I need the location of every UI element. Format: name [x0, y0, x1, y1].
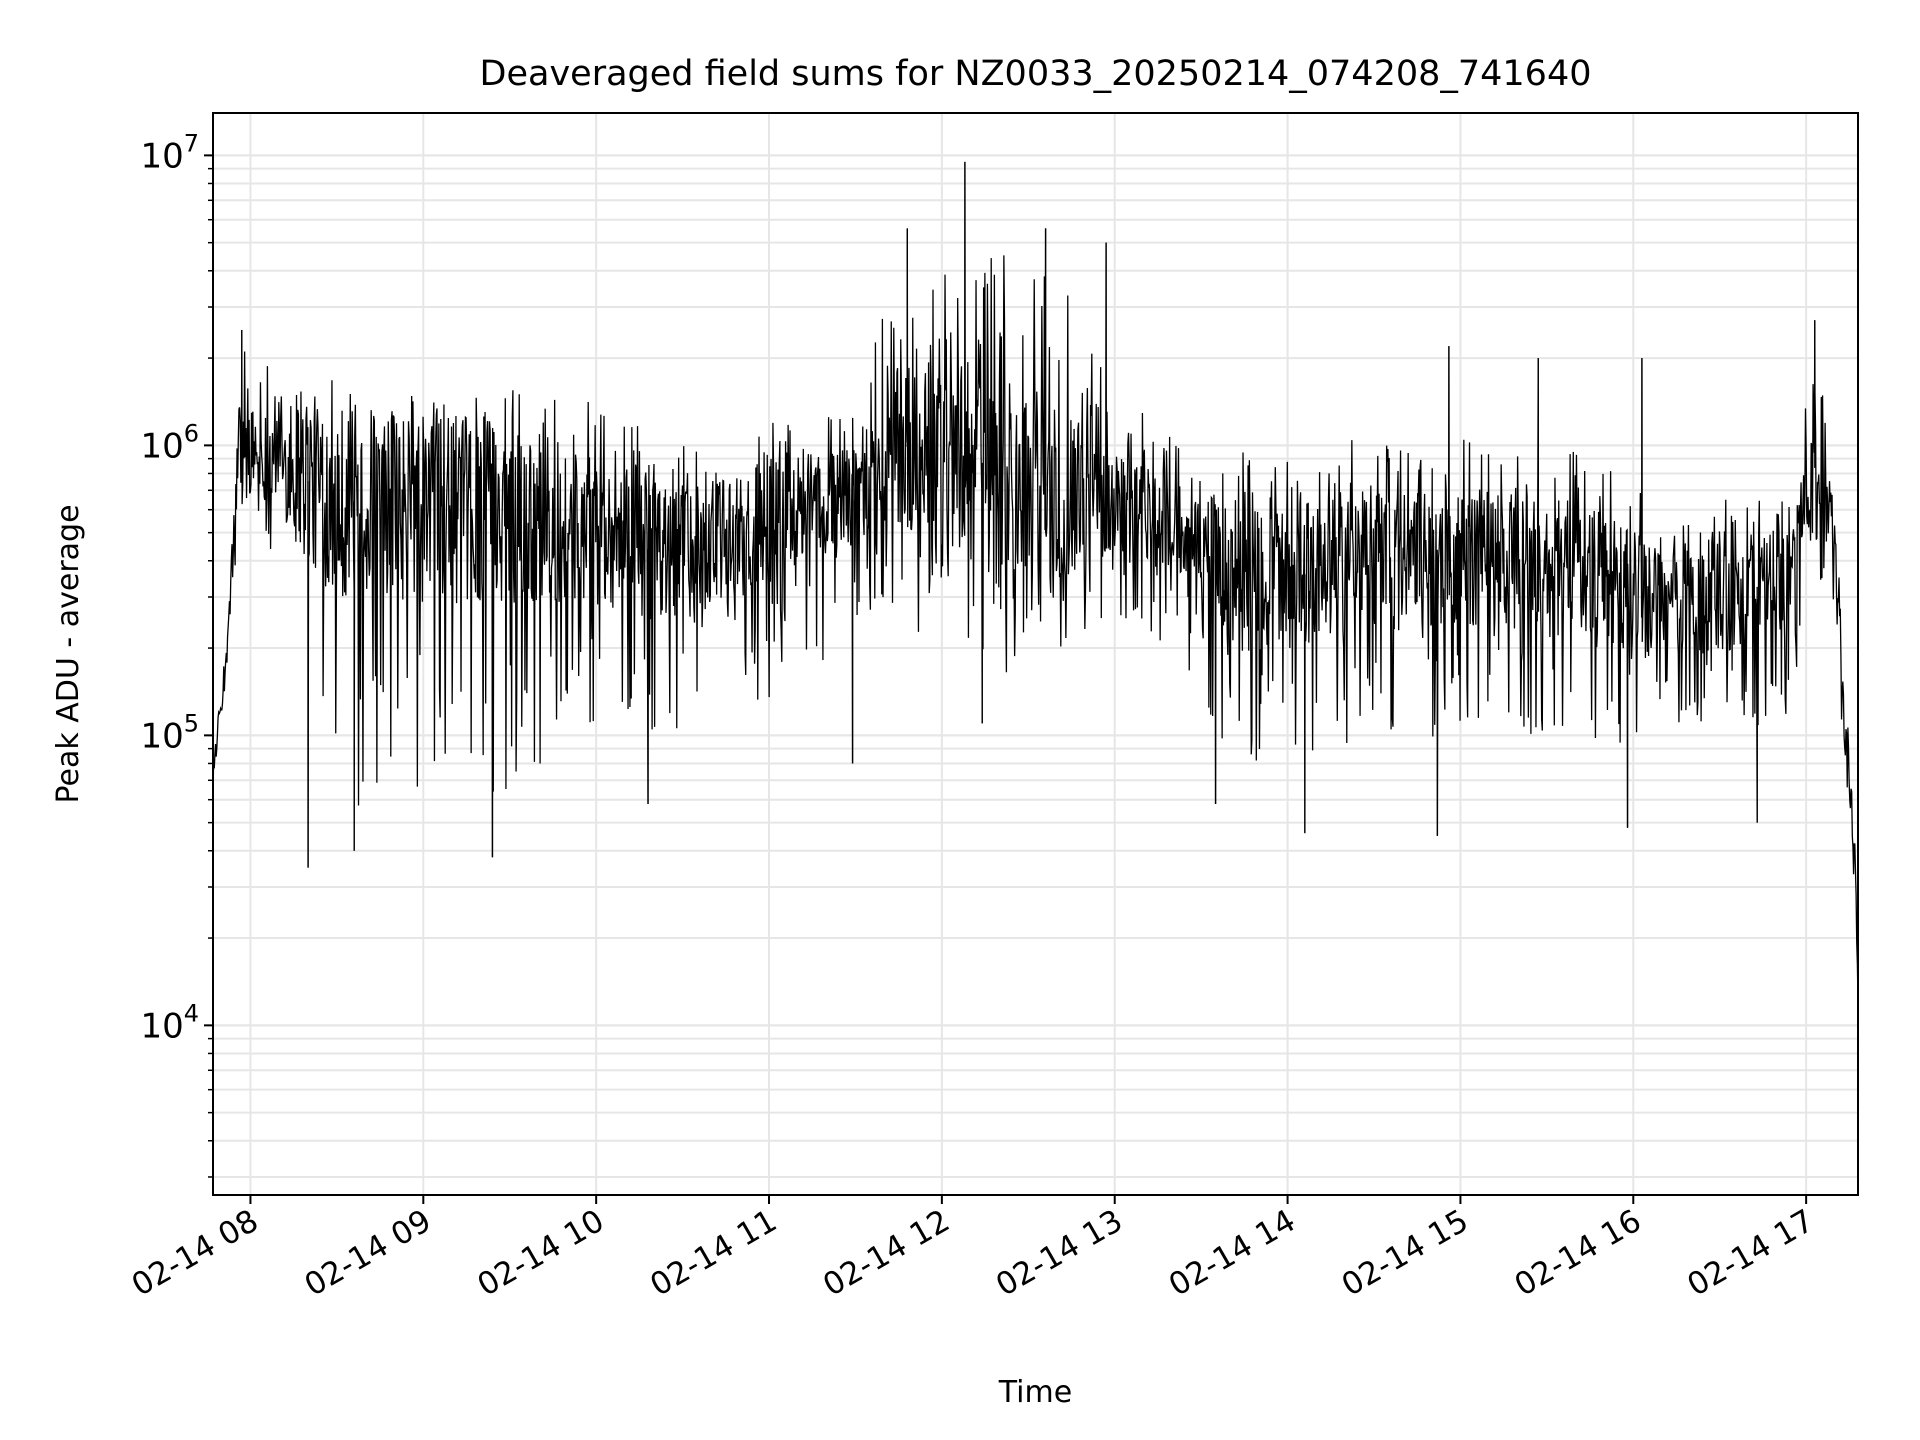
plot-frame: [212, 112, 1859, 1196]
y-tick-label: 104: [140, 999, 199, 1046]
x-axis-label: Time: [998, 1375, 1072, 1410]
y-axis-label: Peak ADU - average: [51, 504, 86, 803]
chart-title: Deaveraged field sums for NZ0033_2025021…: [480, 54, 1592, 94]
y-tick-label: 106: [140, 419, 199, 466]
series: [212, 161, 1859, 1003]
y-tick-label: 107: [140, 129, 199, 176]
series-line: [212, 161, 1859, 1003]
y-tick-label: 105: [140, 709, 199, 756]
